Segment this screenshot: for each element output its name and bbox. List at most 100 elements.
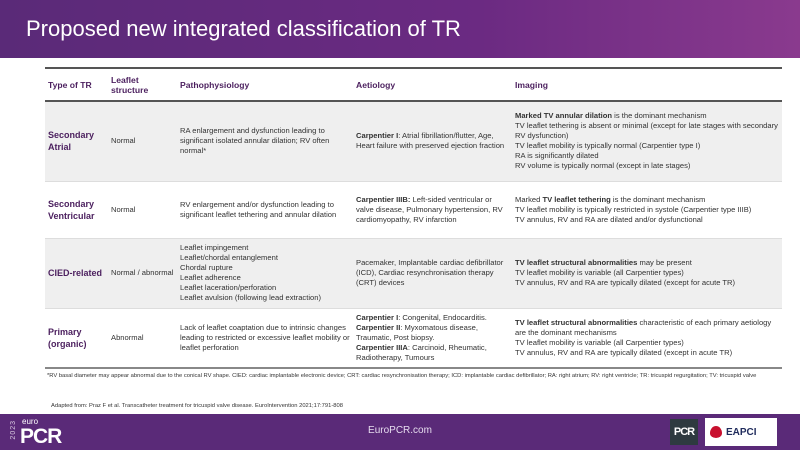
- cell-aetiology: Carpentier I: Congenital, Endocarditis. C…: [353, 308, 512, 369]
- text: Chordal rupture: [180, 263, 233, 272]
- cell-patho: Lack of leaflet coaptation due to intrin…: [177, 308, 353, 369]
- cell-line: TV leaflet mobility is variable (all Car…: [515, 338, 779, 348]
- cell-line: Marked TV leaflet tethering is the domin…: [515, 195, 779, 205]
- text: : Congenital, Endocarditis.: [398, 312, 487, 322]
- cell-line: RV volume is typically normal (except in…: [515, 161, 779, 171]
- slide-title: Proposed new integrated classification o…: [26, 16, 461, 41]
- cell-line: Leaflet/chordal entanglement: [180, 253, 350, 263]
- text: TV leaflet mobility is typically restric…: [515, 204, 752, 214]
- text: TV leaflet mobility is typically normal …: [515, 141, 701, 151]
- bold-text: Carpentier IIIA: [356, 342, 408, 352]
- text: TV annulus, RV and RA are typically dila…: [515, 278, 736, 287]
- cell-imaging: Marked TV annular dilation is the domina…: [512, 101, 782, 182]
- cell-line: TV annulus, RV and RA are typically dila…: [515, 278, 779, 288]
- text: : Carcinoid, Rheumatic, Radiotherapy, Tu…: [356, 342, 487, 362]
- table-row: Secondary Ventricular Normal RV enlargemen…: [45, 181, 782, 239]
- table-header-row: Type of TR Leaflet structure Pathophysio…: [45, 67, 782, 102]
- text: Pacemaker, Implantable cardiac defibrill…: [356, 258, 504, 287]
- cell-aetiology: Pacemaker, Implantable cardiac defibrill…: [353, 238, 512, 309]
- text: Leaflet adherence: [180, 273, 241, 282]
- text: TV annulus, RV and RA are typically dila…: [515, 347, 733, 357]
- table-row: Secondary Atrial Normal RA enlargement and…: [45, 101, 782, 182]
- cell-line: TV annulus, RV and RA are typically dila…: [515, 348, 779, 358]
- logo-euro: euro: [22, 417, 39, 426]
- cell-line: Carpentier IIIB: Left-sided ventricular …: [356, 195, 509, 225]
- source-citation: Adapted from: Praz F et al. Transcathete…: [51, 403, 343, 409]
- cell-line: Carpentier I: Atrial fibrillation/flutte…: [356, 131, 509, 151]
- bold-text: TV leaflet structural abnormalities: [515, 317, 638, 327]
- footnote: *RV basal diameter may appear abnormal d…: [47, 373, 757, 379]
- text: RA enlargement and dysfunction leading t…: [180, 126, 330, 156]
- bold-text: Carpentier IIIB:: [356, 194, 411, 204]
- text: Marked: [515, 194, 543, 204]
- tr-classification-table: Type of TR Leaflet structure Pathophysio…: [45, 67, 782, 369]
- text: Lack of leaflet coaptation due to intrin…: [180, 322, 350, 352]
- cell-type: Secondary Ventricular: [45, 181, 108, 239]
- cell-line: TV leaflet mobility is variable (all Car…: [515, 268, 779, 278]
- text: Leaflet impingement: [180, 243, 249, 252]
- header-leaflet: Leaflet structure: [108, 67, 177, 102]
- cell-line: TV leaflet tethering is absent or minima…: [515, 121, 779, 141]
- cell-line: RV enlargement and/or dysfunction leadin…: [180, 200, 350, 220]
- cell-line: Chordal rupture: [180, 263, 350, 273]
- heart-icon: [710, 426, 722, 438]
- text: RV enlargement and/or dysfunction leadin…: [180, 199, 337, 219]
- text: TV leaflet mobility is variable (all Car…: [515, 268, 684, 277]
- cell-patho: RA enlargement and dysfunction leading t…: [177, 101, 353, 182]
- cell-line: RA is significantly dilated: [515, 151, 779, 161]
- text: TV leaflet mobility is variable (all Car…: [515, 337, 684, 347]
- cell-line: TV leaflet mobility is typically normal …: [515, 141, 779, 151]
- text: TV annulus, RV and RA are dilated and/or…: [515, 214, 703, 224]
- bold-text: Carpentier I: [356, 312, 399, 322]
- cell-line: Carpentier I: Congenital, Endocarditis.: [356, 313, 509, 323]
- cell-line: TV annulus, RV and RA are dilated and/or…: [515, 215, 779, 225]
- text: RV volume is typically normal (except in…: [515, 161, 691, 171]
- cell-line: Leaflet impingement: [180, 243, 350, 253]
- footer-bar: 2023 euro PCR EuroPCR.com PCR EAPCI: [0, 414, 800, 450]
- logo-pcr: PCR: [20, 425, 62, 448]
- cell-leaflet: Abnormal: [108, 308, 177, 369]
- table-row: Primary (organic) Abnormal Lack of leaflet…: [45, 308, 782, 369]
- pcr-logo: PCR: [670, 419, 698, 445]
- text: : Atrial fibrillation/flutter, Age, Hear…: [356, 131, 505, 151]
- cell-imaging: TV leaflet structural abnormalities may …: [512, 238, 782, 309]
- text: RA is significantly dilated: [515, 151, 599, 161]
- cell-line: RA enlargement and dysfunction leading t…: [180, 126, 350, 156]
- table-row: CIED-related Normal / abnormal Leaflet imp…: [45, 238, 782, 309]
- bold-text: Carpentier I: [356, 131, 399, 141]
- title-bar: Proposed new integrated classification o…: [0, 0, 800, 58]
- cell-line: TV leaflet structural abnormalities may …: [515, 258, 779, 268]
- cell-leaflet: Normal: [108, 101, 177, 182]
- text: Left-sided ventricular or valve disease,…: [356, 194, 503, 224]
- eapci-label: EAPCI: [726, 426, 757, 438]
- cell-type: Primary (organic): [45, 308, 108, 369]
- text: : Myxomatous disease, Traumatic, Post bi…: [356, 322, 478, 342]
- bold-text: Marked TV annular dilation: [515, 111, 613, 121]
- cell-aetiology: Carpentier IIIB: Left-sided ventricular …: [353, 181, 512, 239]
- website-link[interactable]: EuroPCR.com: [368, 425, 432, 436]
- bold-text: Carpentier II: [356, 322, 401, 332]
- header-type: Type of TR: [45, 67, 108, 102]
- cell-type: CIED-related: [45, 238, 108, 309]
- cell-patho: RV enlargement and/or dysfunction leadin…: [177, 181, 353, 239]
- text: Leaflet laceration/perforation: [180, 283, 277, 292]
- cell-patho: Leaflet impingement Leaflet/chordal entan…: [177, 238, 353, 309]
- cell-aetiology: Carpentier I: Atrial fibrillation/flutte…: [353, 101, 512, 182]
- cell-line: Leaflet avulsion (following lead extract…: [180, 293, 350, 303]
- header-imaging: Imaging: [512, 67, 782, 102]
- cell-type: Secondary Atrial: [45, 101, 108, 182]
- header-pathophysiology: Pathophysiology: [177, 67, 353, 102]
- eapci-logo: EAPCI: [705, 418, 777, 446]
- cell-line: Marked TV annular dilation is the domina…: [515, 111, 779, 121]
- cell-line: TV leaflet structural abnormalities char…: [515, 318, 779, 338]
- cell-line: Lack of leaflet coaptation due to intrin…: [180, 323, 350, 353]
- cell-line: Carpentier II: Myxomatous disease, Traum…: [356, 323, 509, 343]
- text: may be present: [637, 258, 692, 267]
- text: Leaflet/chordal entanglement: [180, 253, 278, 262]
- cell-line: Pacemaker, Implantable cardiac defibrill…: [356, 258, 509, 288]
- text: is the dominant mechanism: [610, 194, 706, 204]
- cell-line: Leaflet adherence: [180, 273, 350, 283]
- cell-line: Leaflet laceration/perforation: [180, 283, 350, 293]
- cell-leaflet: Normal: [108, 181, 177, 239]
- cell-imaging: TV leaflet structural abnormalities char…: [512, 308, 782, 369]
